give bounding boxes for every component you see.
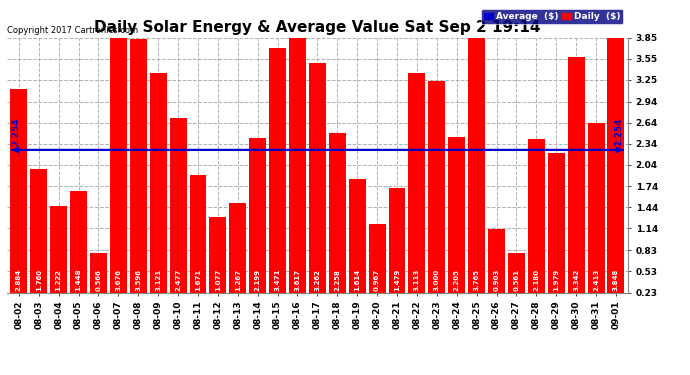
- Bar: [190, 175, 206, 292]
- Text: 3.342: 3.342: [573, 269, 579, 291]
- Text: 3.596: 3.596: [135, 269, 141, 291]
- Bar: [50, 206, 67, 292]
- Text: 1.077: 1.077: [215, 269, 221, 291]
- Bar: [368, 224, 386, 292]
- Text: 3.113: 3.113: [414, 269, 420, 291]
- Bar: [388, 188, 406, 292]
- Bar: [548, 153, 564, 292]
- Text: 0.566: 0.566: [95, 269, 101, 291]
- Text: 3.000: 3.000: [434, 269, 440, 291]
- Title: Daily Solar Energy & Average Value Sat Sep 2 19:14: Daily Solar Energy & Average Value Sat S…: [94, 20, 541, 35]
- Bar: [588, 123, 604, 292]
- Text: 1.614: 1.614: [354, 269, 360, 291]
- Text: 1.979: 1.979: [553, 269, 560, 291]
- Text: 0.561: 0.561: [513, 269, 520, 291]
- Bar: [30, 168, 47, 292]
- Text: 2.205: 2.205: [454, 269, 460, 291]
- Bar: [210, 217, 226, 292]
- Bar: [249, 138, 266, 292]
- Bar: [448, 137, 465, 292]
- Text: 1.267: 1.267: [235, 269, 241, 291]
- Legend: Average  ($), Daily  ($): Average ($), Daily ($): [481, 9, 623, 24]
- Text: 2.884: 2.884: [16, 269, 22, 291]
- Bar: [130, 39, 147, 292]
- Text: 2.199: 2.199: [255, 269, 261, 291]
- Text: 2.258: 2.258: [334, 269, 340, 291]
- Bar: [229, 203, 246, 292]
- Text: 2.477: 2.477: [175, 269, 181, 291]
- Text: Copyright 2017 Cartronics.com: Copyright 2017 Cartronics.com: [7, 26, 138, 35]
- Text: 3.471: 3.471: [275, 269, 281, 291]
- Text: 0.903: 0.903: [493, 269, 500, 291]
- Text: 2.254: 2.254: [11, 118, 20, 146]
- Text: 2.180: 2.180: [533, 269, 540, 291]
- Bar: [488, 229, 505, 292]
- Bar: [428, 81, 445, 292]
- Bar: [289, 38, 306, 292]
- Text: 2.413: 2.413: [593, 269, 599, 291]
- Text: 3.262: 3.262: [315, 269, 320, 291]
- Bar: [110, 33, 127, 292]
- Bar: [309, 63, 326, 292]
- Bar: [469, 27, 485, 292]
- Text: 3.848: 3.848: [613, 269, 619, 291]
- Bar: [269, 48, 286, 292]
- Bar: [528, 139, 545, 292]
- Bar: [568, 57, 584, 292]
- Text: 1.479: 1.479: [394, 269, 400, 291]
- Text: 2.254: 2.254: [614, 118, 623, 146]
- Text: 1.760: 1.760: [36, 269, 42, 291]
- Text: 3.617: 3.617: [295, 269, 301, 291]
- Text: 0.967: 0.967: [374, 269, 380, 291]
- Bar: [170, 118, 186, 292]
- Text: 3.676: 3.676: [115, 269, 121, 291]
- Text: 1.448: 1.448: [75, 268, 81, 291]
- Bar: [508, 253, 525, 292]
- Text: 1.222: 1.222: [56, 269, 61, 291]
- Bar: [348, 179, 366, 292]
- Bar: [329, 134, 346, 292]
- Bar: [10, 89, 28, 292]
- Text: 1.671: 1.671: [195, 269, 201, 291]
- Bar: [70, 190, 87, 292]
- Bar: [408, 73, 425, 292]
- Bar: [90, 253, 107, 292]
- Text: 3.121: 3.121: [155, 269, 161, 291]
- Bar: [607, 21, 624, 292]
- Text: 3.765: 3.765: [473, 269, 480, 291]
- Bar: [150, 73, 166, 292]
